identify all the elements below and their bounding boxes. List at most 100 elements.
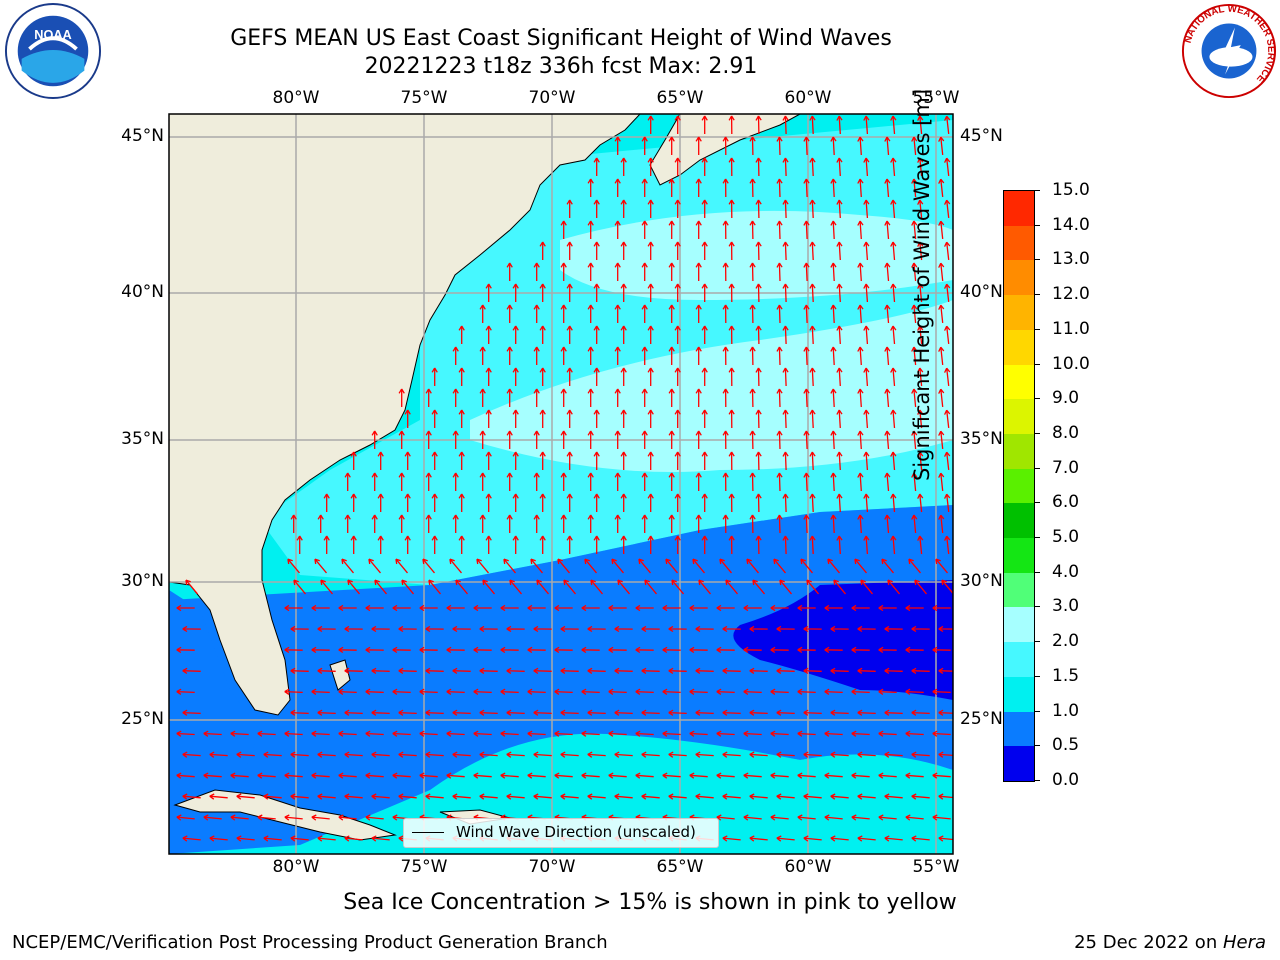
land-north-america [169, 114, 641, 716]
wave-direction-arrow [782, 409, 789, 429]
lat-label-right: 25°N [960, 709, 1003, 729]
wave-direction-arrow [635, 772, 654, 779]
wave-direction-arrow [695, 262, 702, 281]
wave-direction-arrow [425, 388, 432, 407]
wave-direction-arrow [290, 835, 309, 842]
wave-direction-arrow [473, 646, 492, 654]
wave-direction-arrow [284, 604, 303, 612]
wave-direction-arrow [755, 115, 762, 135]
wave-direction-arrow [770, 604, 789, 612]
wave-direction-arrow [773, 558, 786, 574]
land-cuba [173, 789, 397, 841]
lon-label-bottom: 65°W [656, 857, 704, 877]
colorbar-tick-label: 4.0 [1052, 561, 1080, 582]
wave-direction-arrow [431, 409, 438, 428]
wave-direction-arrow [350, 451, 357, 470]
wave-direction-arrow [689, 646, 708, 654]
wave-direction-arrow [908, 558, 921, 574]
wave-direction-arrow [479, 793, 498, 800]
wave-direction-arrow [860, 579, 873, 595]
wave-direction-arrow [581, 772, 600, 779]
wave-direction-arrow [857, 430, 864, 450]
colorbar-title: Significant Height of Wind Waves [m] [910, 88, 934, 482]
wave-direction-arrow [911, 625, 930, 633]
wave-direction-arrow [884, 430, 891, 450]
lat-label-left: 25°N [121, 709, 164, 729]
wave-direction-arrow [566, 283, 573, 302]
wave-direction-arrow [635, 688, 654, 695]
wave-direction-arrow [668, 346, 675, 365]
wave-direction-arrow [938, 514, 945, 533]
wave-direction-arrow [452, 625, 471, 633]
wave-direction-arrow [809, 493, 816, 513]
wave-direction-arrow [884, 220, 891, 240]
wave-direction-arrow [668, 625, 687, 633]
wave-direction-arrow [725, 579, 738, 595]
wave-direction-arrow [797, 814, 816, 821]
wave-direction-arrow [695, 136, 702, 155]
wave-direction-arrow [398, 388, 405, 407]
wave-direction-arrow [533, 514, 540, 533]
wave-direction-arrow [911, 136, 918, 156]
colorbar-tick-mark [1034, 363, 1040, 365]
wave-direction-arrow [830, 136, 837, 156]
wave-direction-arrow [641, 709, 660, 716]
wave-direction-arrow [803, 178, 810, 198]
lon-label-top: 60°W [784, 88, 832, 108]
wave-direction-arrow [641, 346, 648, 365]
wave-direction-arrow [539, 283, 546, 302]
wave-direction-arrow [176, 814, 195, 821]
wave-direction-arrow [641, 430, 648, 449]
wave-direction-arrow [809, 283, 816, 303]
wave-direction-arrow [182, 751, 201, 758]
wave-direction-arrow [884, 793, 903, 800]
wave-direction-arrow [512, 409, 519, 428]
wave-direction-arrow [695, 709, 714, 716]
wave-direction-arrow [776, 178, 783, 198]
wave-direction-arrow [452, 667, 471, 674]
wave-direction-arrow [674, 325, 681, 344]
wave-direction-arrow [182, 793, 201, 800]
wave-direction-arrow [716, 688, 735, 695]
wave-direction-arrow [533, 472, 540, 491]
wave-direction-arrow [776, 751, 795, 758]
wave-direction-arrow [797, 688, 816, 695]
wave-direction-arrow [485, 283, 492, 302]
wave-direction-arrow [722, 136, 729, 156]
wave-direction-arrow [716, 604, 735, 612]
wave-direction-arrow [668, 220, 675, 239]
wave-direction-arrow [377, 535, 384, 554]
colorbar-tick-mark [1034, 571, 1040, 573]
wave-direction-arrow [500, 646, 519, 654]
ocean-field-0-5m [169, 505, 953, 854]
wave-direction-arrow [527, 688, 546, 695]
wave-direction-arrow [863, 115, 870, 135]
colorbar-segment [1004, 260, 1034, 296]
wave-direction-arrow [587, 220, 594, 239]
wave-direction-arrow [830, 262, 837, 282]
wave-direction-arrow [398, 751, 417, 758]
wave-direction-arrow [560, 751, 579, 758]
wave-direction-arrow [797, 730, 816, 737]
wave-direction-arrow [749, 709, 768, 716]
wave-direction-arrow [344, 751, 363, 758]
wave-direction-arrow [674, 409, 681, 428]
wave-direction-arrow [695, 178, 702, 197]
wave-direction-arrow [701, 199, 708, 218]
wave-direction-arrow [884, 751, 903, 758]
wave-direction-arrow [911, 514, 918, 534]
wave-direction-arrow [446, 646, 465, 654]
wave-direction-arrow [755, 157, 762, 177]
wave-direction-arrow [581, 730, 600, 737]
wave-direction-arrow [878, 688, 897, 695]
wave-direction-arrow [176, 604, 195, 612]
wave-direction-arrow [917, 367, 924, 387]
wave-direction-arrow [560, 346, 567, 365]
wave-direction-arrow [446, 688, 465, 695]
wave-direction-arrow [647, 241, 654, 260]
wave-direction-arrow [500, 772, 519, 779]
wave-direction-arrow [533, 430, 540, 449]
wave-direction-arrow [647, 451, 654, 470]
wave-direction-arrow [425, 709, 444, 716]
wave-direction-arrow [674, 199, 681, 218]
